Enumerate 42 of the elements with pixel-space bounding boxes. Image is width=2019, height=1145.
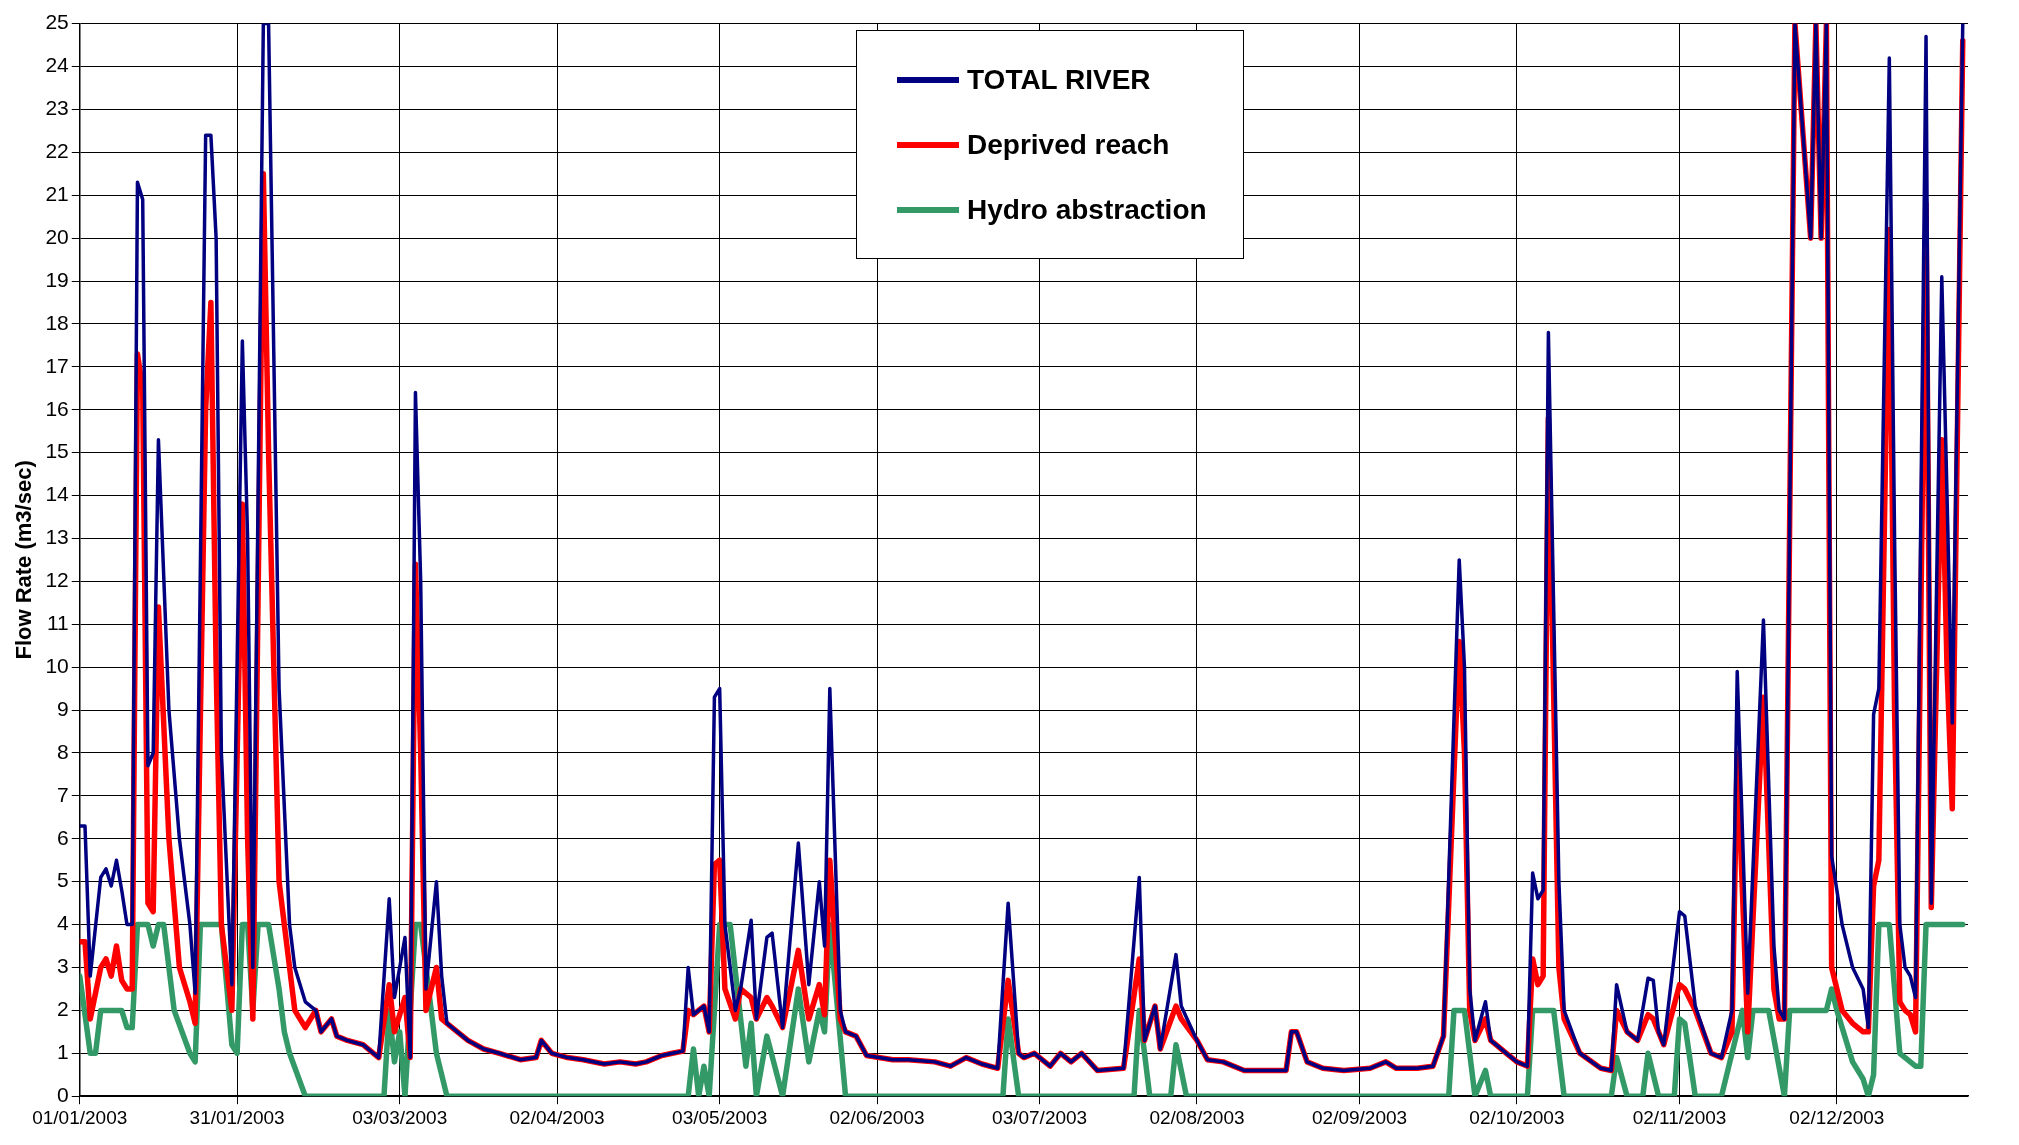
y-tick-label: 7 [57, 782, 69, 806]
x-tick-label: 02/08/2003 [1149, 1106, 1245, 1128]
x-tick-label: 03/03/2003 [352, 1106, 448, 1128]
y-tick-label: 14 [45, 482, 70, 506]
y-tick-label: 3 [57, 954, 69, 978]
y-tick-label: 17 [45, 353, 69, 377]
x-tick-label: 03/05/2003 [672, 1106, 768, 1128]
y-tick-label: 5 [57, 868, 69, 892]
y-tick-label: 8 [57, 739, 69, 763]
y-tick-label: 11 [46, 611, 69, 635]
x-tick-label: 01/01/2003 [32, 1106, 128, 1128]
y-tick-label: 20 [45, 224, 69, 248]
y-tick-label: 9 [57, 696, 69, 720]
y-tick-label: 16 [45, 396, 69, 420]
x-tick-label: 31/01/2003 [189, 1106, 285, 1128]
x-tick-label: 02/04/2003 [509, 1106, 605, 1128]
y-tick-label: 22 [45, 139, 69, 163]
legend-label: Deprived reach [967, 128, 1170, 161]
y-tick-label: 19 [45, 267, 69, 291]
y-tick-label: 10 [45, 653, 69, 677]
y-tick-label: 12 [45, 568, 69, 592]
x-tick-label: 02/09/2003 [1312, 1106, 1408, 1128]
x-tick-label: 03/07/2003 [992, 1106, 1088, 1128]
legend-label: TOTAL RIVER [967, 63, 1151, 96]
y-tick-label: 6 [57, 825, 69, 849]
y-axis-title: Flow Rate (m3/sec) [11, 460, 37, 660]
y-tick-label: 1 [57, 1040, 69, 1064]
y-tick-label: 13 [45, 525, 69, 549]
y-tick-label: 24 [45, 53, 70, 77]
legend-label: Hydro abstraction [967, 193, 1207, 226]
y-tick-label: 0 [57, 1083, 69, 1106]
y-tick-label: 18 [45, 310, 69, 334]
y-tick-label: 21 [45, 182, 69, 206]
y-tick-label: 4 [57, 911, 70, 935]
x-tick-label: 02/11/2003 [1632, 1106, 1727, 1128]
x-tick-label: 02/10/2003 [1469, 1106, 1565, 1128]
x-tick-label: 02/12/2003 [1789, 1106, 1885, 1128]
y-tick-label: 2 [57, 997, 69, 1021]
y-tick-label: 15 [45, 439, 69, 463]
y-tick-label: 25 [45, 10, 69, 34]
x-tick-label: 02/06/2003 [829, 1106, 925, 1128]
y-tick-label: 23 [45, 96, 69, 120]
